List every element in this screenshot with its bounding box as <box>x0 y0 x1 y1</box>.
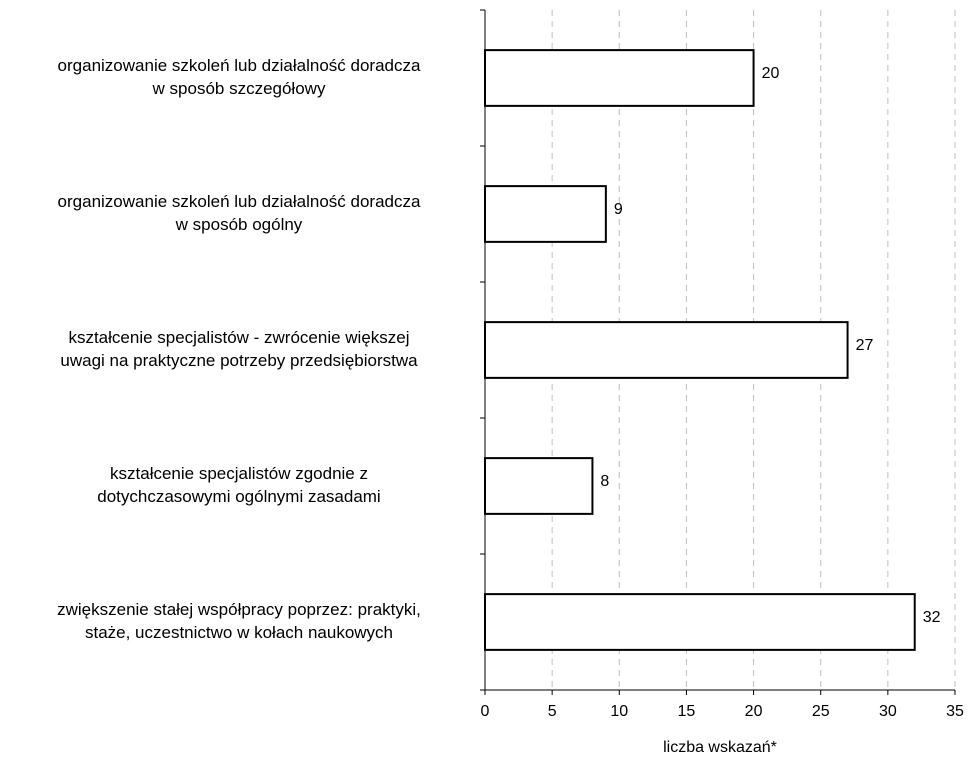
data-label-1: 9 <box>614 201 623 218</box>
category-label-1: organizowanie szkoleń lub działalność do… <box>58 192 421 234</box>
category-label-4: zwiększenie stałej współpracy poprzez: p… <box>57 600 421 642</box>
x-tick-label-5: 25 <box>812 703 830 720</box>
x-tick-label-3: 15 <box>678 703 696 720</box>
x-tick-label-7: 35 <box>946 703 964 720</box>
x-tick-label-0: 0 <box>481 703 490 720</box>
category-label-0-line-0: organizowanie szkoleń lub działalność do… <box>58 56 421 75</box>
category-label-4-line-1: staże, uczestnictwo w kołach naukowych <box>85 623 393 642</box>
labels: 20 organizowanie szkoleń lub działalność … <box>57 56 964 720</box>
category-label-2: kształcenie specjalistów - zwrócenie wię… <box>60 328 418 370</box>
category-label-3: kształcenie specjalistów zgodnie z dotych… <box>97 464 380 506</box>
category-label-2-line-0: kształcenie specjalistów - zwrócenie wię… <box>68 328 409 347</box>
category-label-3-line-1: dotychczasowymi ogólnymi zasadami <box>97 487 380 506</box>
category-label-3-line-0: kształcenie specjalistów zgodnie z <box>110 464 368 483</box>
bar-3 <box>484 457 594 515</box>
category-label-2-line-1: uwagi na praktyczne potrzeby przedsiębio… <box>60 351 418 370</box>
data-label-4: 32 <box>923 609 941 626</box>
bars <box>484 49 916 651</box>
category-label-0: organizowanie szkoleń lub działalność do… <box>58 56 421 98</box>
x-tick-label-2: 10 <box>610 703 628 720</box>
category-label-4-line-0: zwiększenie stałej współpracy poprzez: p… <box>57 600 421 619</box>
category-label-1-line-1: w sposób ogólny <box>175 215 303 234</box>
axes <box>480 9 956 695</box>
x-tick-label-4: 20 <box>745 703 763 720</box>
data-label-3: 8 <box>600 473 609 490</box>
data-label-2: 27 <box>856 337 874 354</box>
category-label-0-line-1: w sposób szczegółowy <box>152 79 326 98</box>
bar-2 <box>484 321 849 379</box>
bar-1 <box>484 185 607 243</box>
grid-lines <box>551 10 956 690</box>
category-label-1-line-0: organizowanie szkoleń lub działalność do… <box>58 192 421 211</box>
bar-0 <box>484 49 755 107</box>
x-axis-title: liczba wskazań* <box>663 739 777 756</box>
data-label-0: 20 <box>762 65 780 82</box>
x-tick-label-1: 5 <box>548 703 557 720</box>
x-tick-label-6: 30 <box>879 703 897 720</box>
bar-4 <box>484 593 916 651</box>
